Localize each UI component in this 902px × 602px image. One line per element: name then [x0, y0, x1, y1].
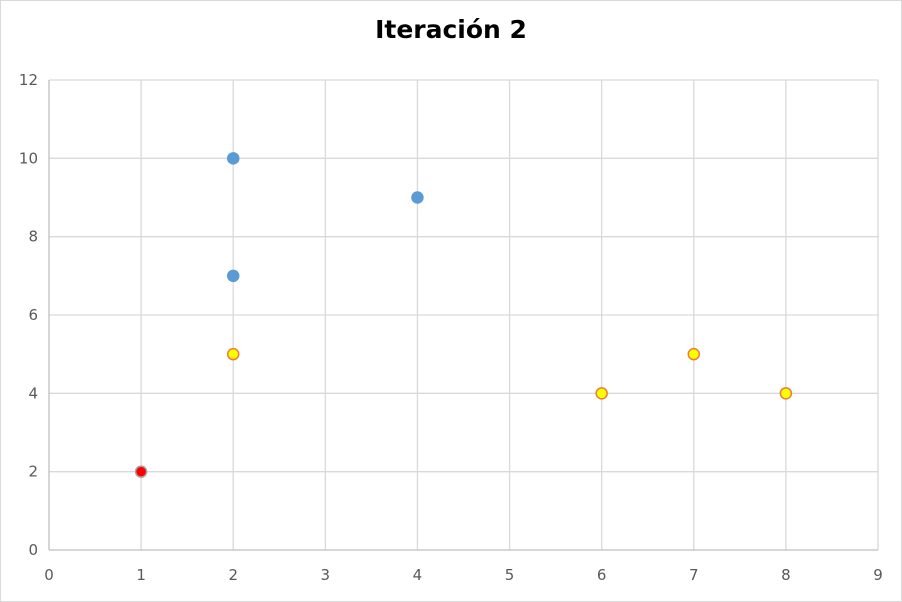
y-tick-label-0: 0 — [28, 541, 38, 559]
grid-lines — [49, 79, 879, 550]
x-tick-label-6: 6 — [597, 566, 607, 584]
data-point-s1-1 — [595, 387, 608, 400]
x-tick-label-4: 4 — [413, 566, 423, 584]
x-tick-label-7: 7 — [689, 566, 699, 584]
data-point-s0-2 — [411, 191, 424, 204]
y-tick-label-8: 8 — [28, 228, 38, 246]
data-points — [134, 152, 793, 478]
data-point-s1-3 — [779, 387, 793, 400]
x-tick-label-5: 5 — [505, 566, 515, 584]
y-tick-label-6: 6 — [28, 306, 38, 324]
y-tick-label-10: 10 — [19, 149, 38, 167]
chart-title: Iteración 2 — [375, 15, 527, 44]
x-tick-label-9: 9 — [873, 566, 883, 584]
data-point-s0-1 — [226, 269, 240, 283]
x-tick-label-0: 0 — [44, 566, 54, 584]
data-point-s1-2 — [687, 347, 701, 361]
data-point-s2-0 — [134, 465, 148, 478]
x-tick-label-2: 2 — [228, 566, 238, 584]
axes — [48, 80, 878, 551]
x-tick-label-1: 1 — [136, 566, 146, 584]
x-tick-label-3: 3 — [321, 566, 331, 584]
y-tick-label-2: 2 — [28, 463, 38, 481]
data-point-s0-0 — [226, 152, 240, 165]
x-tick-label-8: 8 — [781, 566, 791, 584]
data-point-s1-0 — [226, 347, 240, 361]
y-tick-label-4: 4 — [28, 384, 38, 402]
y-tick-label-12: 12 — [19, 71, 38, 89]
